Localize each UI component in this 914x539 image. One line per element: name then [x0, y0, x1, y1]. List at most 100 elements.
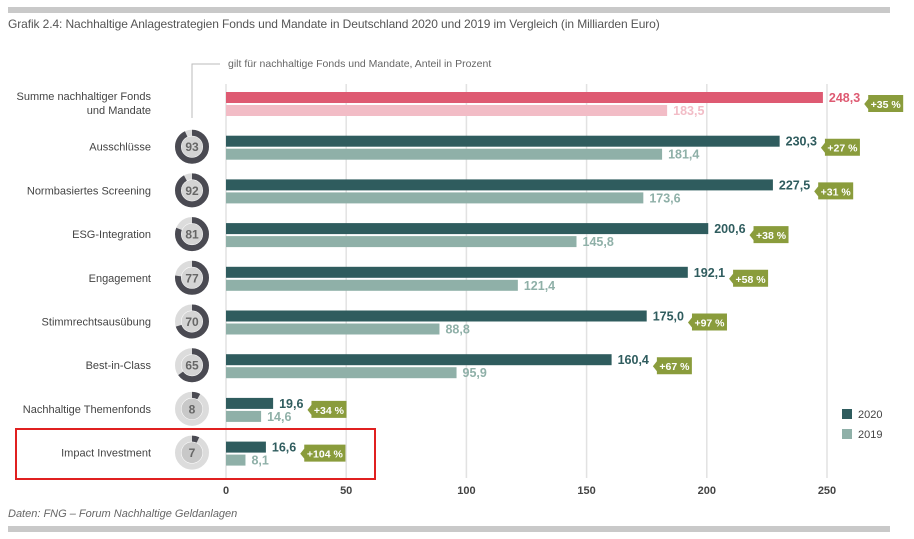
category-label: Ausschlüsse: [89, 142, 151, 154]
donut-center: [181, 442, 203, 464]
category-label: Impact Investment: [61, 448, 151, 460]
value-label-2020: 227,5: [779, 178, 810, 192]
legend-label-2020: 2020: [858, 409, 882, 421]
donut-center: [181, 267, 203, 289]
bar-2019: [226, 105, 668, 116]
bar-2020: [226, 266, 688, 278]
growth-badge-label: +67 %: [659, 361, 690, 373]
highlight-box: [15, 428, 376, 480]
value-label-2019: 95,9: [463, 366, 487, 380]
bar-2020: [226, 179, 773, 191]
top-rule: [8, 7, 890, 13]
donut-center: [181, 136, 203, 158]
growth-badge-label: +34 %: [314, 405, 345, 417]
growth-badge-label: +97 %: [694, 318, 725, 330]
chart-title: Grafik 2.4: Nachhaltige Anlagestrategien…: [8, 17, 660, 31]
value-label-2020: 160,4: [618, 353, 649, 367]
growth-badge-label: +31 %: [821, 186, 852, 198]
value-label-2020: 192,1: [694, 266, 725, 280]
donut-share-arc: [175, 348, 209, 383]
donut-share-arc: [175, 129, 209, 164]
donut-share-label: 92: [185, 184, 199, 198]
x-tick-label: 200: [698, 485, 716, 497]
legend-swatch-2019: [842, 429, 852, 439]
source-note: Daten: FNG – Forum Nachhaltige Geldanlag…: [8, 508, 238, 520]
bar-2020: [226, 441, 266, 453]
donut-share-label: 77: [185, 271, 199, 285]
bar-2020: [226, 135, 780, 147]
bar-2019: [226, 410, 262, 422]
bar-2020: [226, 397, 274, 409]
x-tick-label: 0: [223, 485, 229, 497]
donut-center: [181, 398, 203, 420]
value-label-2019: 88,8: [445, 323, 469, 337]
share-note: gilt für nachhaltige Fonds und Mandate, …: [228, 58, 492, 70]
bar-2019: [226, 148, 663, 160]
bar-2020: [226, 92, 823, 103]
value-label-2020: 230,3: [786, 135, 817, 149]
value-label-2020: 248,3: [829, 91, 860, 105]
donut-share-label: 8: [189, 402, 196, 416]
donut-share-arc: [175, 173, 209, 208]
donut-share-label: 81: [185, 228, 199, 242]
value-label-2019: 121,4: [524, 279, 555, 293]
bottom-rule: [8, 526, 890, 532]
bar-2019: [226, 367, 457, 379]
donut-center: [181, 354, 203, 376]
bar-2020: [226, 354, 612, 366]
growth-badge: [814, 182, 854, 200]
value-label-2020: 16,6: [272, 441, 296, 455]
value-label-2019: 173,6: [649, 191, 680, 205]
donut-share-label: 65: [185, 359, 199, 373]
value-label-2020: 19,6: [279, 397, 303, 411]
donut-share-arc: [175, 304, 209, 339]
growth-badge: [820, 138, 860, 156]
value-label-2019: 145,8: [583, 235, 614, 249]
x-tick-label: 50: [340, 485, 352, 497]
donut-share-arc: [175, 391, 209, 426]
growth-badge-label: +104 %: [307, 449, 344, 461]
growth-badge: [687, 313, 727, 331]
x-tick-label: 250: [818, 485, 836, 497]
growth-badge: [864, 95, 904, 112]
category-label: Engagement: [89, 273, 151, 285]
value-label-2019: 8,1: [251, 454, 268, 468]
bar-2020: [226, 310, 647, 322]
bar-2019: [226, 192, 644, 204]
value-label-2020: 200,6: [714, 222, 745, 236]
category-label: ESG-Integration: [72, 229, 151, 241]
category-label: Best-in-Class: [86, 360, 152, 372]
legend-swatch-2020: [842, 409, 852, 419]
donut-share-label: 70: [185, 315, 199, 329]
x-tick-label: 100: [457, 485, 475, 497]
growth-badge: [729, 269, 769, 287]
donut-share-arc: [175, 435, 209, 470]
growth-badge-label: +58 %: [736, 274, 767, 286]
donut-share-arc: [175, 260, 209, 295]
donut-center: [181, 223, 203, 245]
value-label-2019: 183,5: [673, 104, 704, 118]
growth-badge: [307, 400, 347, 418]
legend-label-2019: 2019: [858, 429, 882, 441]
growth-badge: [652, 357, 692, 375]
donut-share-label: 93: [185, 140, 199, 154]
growth-badge-label: +38 %: [756, 230, 787, 242]
value-label-2020: 175,0: [653, 310, 684, 324]
donut-center: [181, 311, 203, 332]
bar-2019: [226, 323, 440, 335]
value-label-2019: 14,6: [267, 410, 291, 424]
bar-2019: [226, 279, 518, 291]
bar-2020: [226, 223, 709, 235]
category-label: Summe nachhaltiger Fonds und Mandate: [16, 91, 151, 117]
bar-2019: [226, 236, 577, 248]
bar-2019: [226, 454, 246, 466]
donut-center: [181, 179, 203, 201]
growth-badge: [300, 444, 346, 462]
x-tick-label: 150: [577, 485, 595, 497]
growth-badge-label: +27 %: [827, 143, 858, 155]
donut-share-label: 7: [189, 446, 196, 460]
growth-badge-label: +35 %: [871, 99, 902, 111]
category-label: Normbasiertes Screening: [27, 185, 151, 197]
note-bracket: [191, 63, 220, 118]
